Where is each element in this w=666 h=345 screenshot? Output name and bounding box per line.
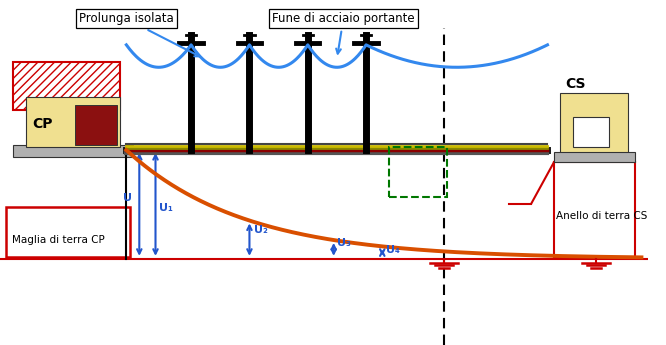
Bar: [75, 105, 117, 145]
Bar: [7, 207, 130, 257]
Text: U₃: U₃: [337, 238, 351, 248]
Bar: [389, 147, 447, 197]
Text: U: U: [123, 193, 131, 203]
Text: Maglia di terra CP: Maglia di terra CP: [12, 235, 105, 245]
Bar: [561, 93, 629, 154]
Text: Anello di terra CS: Anello di terra CS: [556, 211, 647, 221]
Text: U₄: U₄: [386, 245, 400, 255]
Polygon shape: [13, 62, 120, 110]
Bar: [13, 145, 133, 157]
Bar: [554, 152, 635, 162]
Text: Fune di acciaio portante: Fune di acciaio portante: [272, 12, 415, 53]
Text: CP: CP: [33, 117, 53, 131]
Text: Prolunga isolata: Prolunga isolata: [79, 12, 200, 56]
Bar: [573, 117, 609, 147]
Text: CS: CS: [565, 77, 585, 91]
Text: U₁: U₁: [159, 203, 172, 213]
Bar: [26, 97, 120, 147]
Text: U₂: U₂: [254, 225, 268, 235]
